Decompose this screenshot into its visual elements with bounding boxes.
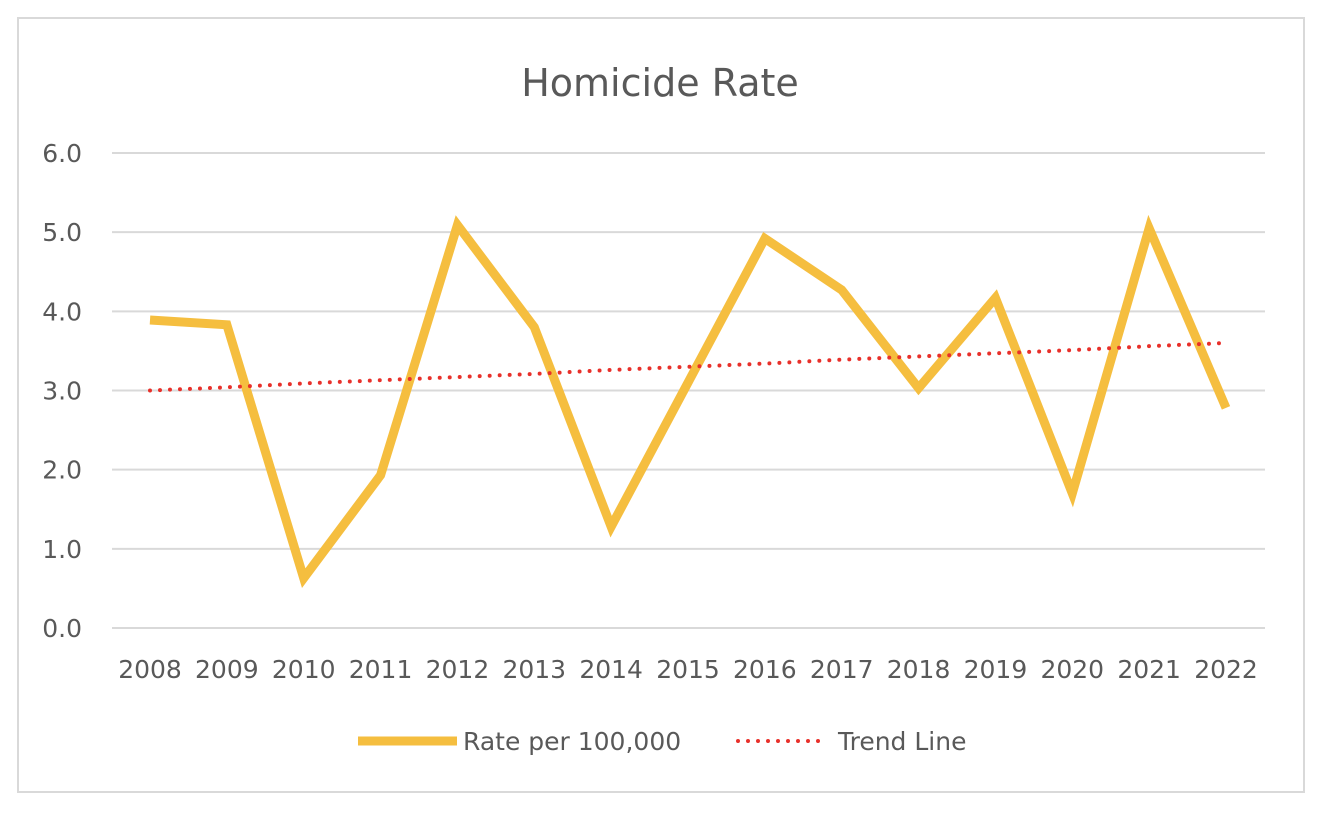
y-tick-label: 6.0: [42, 139, 82, 168]
x-tick-label: 2020: [1040, 655, 1104, 684]
x-tick-label: 2019: [964, 655, 1028, 684]
y-tick-label: 4.0: [42, 297, 82, 326]
chart-frame: [17, 17, 1305, 793]
x-tick-label: 2010: [272, 655, 336, 684]
x-tick-label: 2018: [887, 655, 951, 684]
x-tick-label: 2012: [426, 655, 490, 684]
legend-label-rate: Rate per 100,000: [463, 727, 681, 756]
x-tick-label: 2021: [1117, 655, 1181, 684]
legend-label-trend: Trend Line: [837, 727, 966, 756]
x-tick-label: 2017: [810, 655, 874, 684]
x-tick-label: 2008: [118, 655, 182, 684]
x-tick-label: 2009: [195, 655, 259, 684]
x-tick-label: 2013: [502, 655, 566, 684]
x-tick-label: 2011: [349, 655, 413, 684]
y-tick-label: 3.0: [42, 377, 82, 406]
series-line-0: [149, 214, 1231, 588]
y-tick-label: 0.0: [42, 614, 82, 643]
x-tick-label: 2015: [656, 655, 720, 684]
x-tick-label: 2022: [1194, 655, 1258, 684]
y-tick-label: 2.0: [42, 456, 82, 485]
x-tick-label: 2016: [733, 655, 797, 684]
y-tick-label: 5.0: [42, 218, 82, 247]
chart-title: Homicide Rate: [521, 61, 799, 105]
x-tick-label: 2014: [579, 655, 643, 684]
y-tick-label: 1.0: [42, 535, 82, 564]
series-line-1: [148, 341, 1228, 393]
